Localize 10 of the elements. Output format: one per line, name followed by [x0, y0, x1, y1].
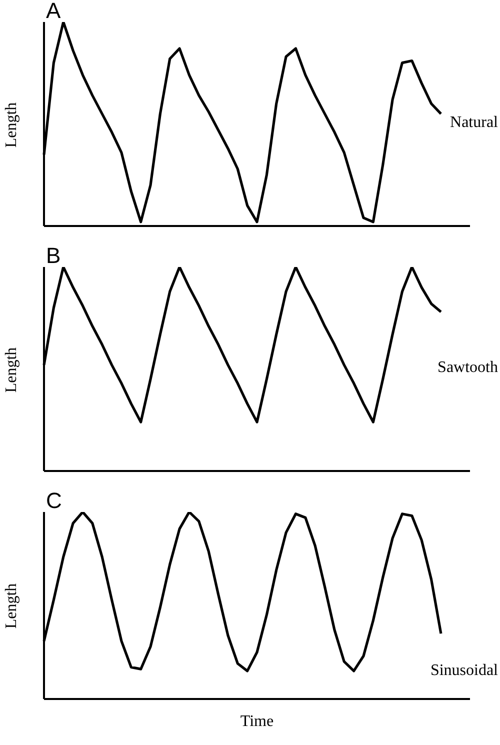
y-axis-title: Length	[3, 346, 21, 392]
y-axis-title: Length	[3, 102, 21, 148]
annotation: Sawtooth	[438, 359, 498, 378]
annotation: Sinusoidal	[430, 662, 498, 680]
annotation: Natural	[450, 114, 498, 132]
x-axis-title: Time	[239, 713, 275, 731]
annotation: A	[46, 0, 61, 23]
y-axis-title: Length	[3, 583, 21, 629]
annotation: C	[46, 488, 62, 513]
annotation: B	[46, 243, 61, 268]
